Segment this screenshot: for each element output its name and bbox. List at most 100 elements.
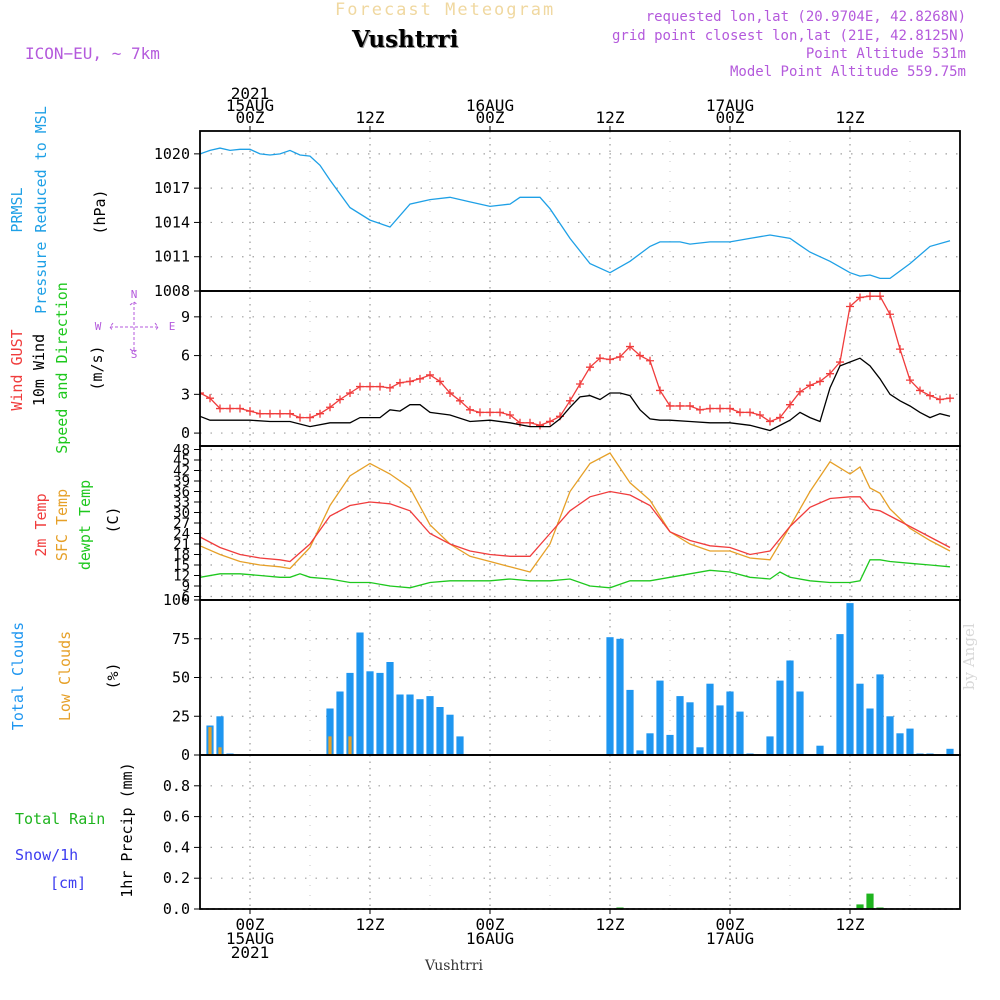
panel-frame-pressure <box>199 130 961 292</box>
bottom-time-label: 00Z <box>236 915 265 934</box>
gust-point <box>946 394 954 403</box>
gust-point <box>516 418 524 427</box>
bottom-time-label: 00Z <box>476 915 505 934</box>
compass-n: N <box>131 288 138 301</box>
y-tick-label: 0.0 <box>163 900 190 918</box>
total-cloud-bar <box>876 674 884 755</box>
gust-point <box>586 363 594 372</box>
gust-point <box>506 411 514 419</box>
total-cloud-bar <box>616 638 624 756</box>
temp-label-sfc: SFC Temp <box>53 489 71 561</box>
y-tick-label: 3 <box>181 385 190 403</box>
gust-point <box>596 354 604 363</box>
gust-point <box>896 345 904 354</box>
bottom-time-label: 2021 <box>231 943 270 962</box>
pressure-line <box>200 147 951 280</box>
total-cloud-bar <box>446 714 454 755</box>
gust-point <box>286 409 294 418</box>
low-cloud-bar <box>328 736 332 755</box>
y-tick-label: 1014 <box>154 213 190 231</box>
dewpt-line <box>200 559 951 589</box>
gust-point <box>926 391 934 400</box>
total-cloud-bar <box>766 736 774 755</box>
gust-point <box>786 400 794 409</box>
y-tick-label: 21 <box>173 537 190 553</box>
temp-series-group <box>200 452 951 589</box>
y-tick-label: 6 <box>182 590 190 606</box>
gust-point <box>336 395 344 404</box>
top-time-label: 17AUG <box>706 96 754 115</box>
total-cloud-bar <box>426 696 434 755</box>
total-cloud-bar <box>816 745 824 755</box>
gust-point <box>666 401 674 410</box>
total-cloud-bar <box>436 707 444 755</box>
pressure-label-2: Pressure Reduced to MSL <box>32 106 50 314</box>
total-cloud-bar <box>716 705 724 755</box>
gust-point <box>576 380 584 388</box>
gust-point <box>346 389 354 398</box>
y-tick-label: 15 <box>173 558 190 574</box>
bottom-time-label: 16AUG <box>466 929 514 948</box>
compass-w: W <box>95 320 102 333</box>
bottom-time-label: 12Z <box>836 915 865 934</box>
gust-point <box>296 413 304 422</box>
t2m-line <box>200 490 951 563</box>
gust-point <box>446 389 454 398</box>
y-tick-label: 1011 <box>154 248 190 266</box>
top-title: Forecast Meteogram <box>335 0 556 20</box>
gust-point <box>316 409 324 418</box>
gust-point <box>626 342 634 351</box>
gust-point <box>436 377 444 386</box>
y-tick-label: 1017 <box>154 179 190 197</box>
gust-point <box>256 409 264 418</box>
gust-point <box>916 386 924 395</box>
total-cloud-bar <box>646 733 654 755</box>
gust-point <box>736 408 744 417</box>
y-tick-label: 42 <box>173 464 190 480</box>
y-tick-label: 0.8 <box>163 777 190 795</box>
gust-point <box>526 418 534 427</box>
top-time-label: 00Z <box>476 108 505 127</box>
y-tick-label: 27 <box>173 516 190 532</box>
wind-label-10m: 10m Wind <box>30 334 48 406</box>
y-tick-label: 0 <box>181 424 190 442</box>
rain-bar <box>856 904 864 909</box>
y-tick-label: 9 <box>181 308 190 326</box>
total-cloud-bar <box>336 691 344 755</box>
point-altitude: Point Altitude 531m <box>805 46 966 62</box>
temp-label-dewpt: dewpt Temp <box>76 480 94 570</box>
y-tick-label: 18 <box>173 548 190 564</box>
total-cloud-bar <box>886 716 894 756</box>
footer-location: Vushtrri <box>425 958 483 974</box>
bottom-time-label: 12Z <box>596 915 625 934</box>
gust-point <box>726 404 734 413</box>
low-cloud-bar <box>208 727 212 755</box>
gust-point <box>846 302 854 311</box>
gust-point <box>546 417 554 426</box>
y-tick-label: 33 <box>173 495 190 511</box>
compass-rose-icon <box>109 301 159 353</box>
clouds-label-total: Total Clouds <box>9 622 27 730</box>
top-time-label: 00Z <box>236 108 265 127</box>
gust-point <box>276 409 284 418</box>
gust-point <box>796 387 804 396</box>
panel-frame-precip <box>199 754 961 910</box>
total-cloud-bar <box>606 637 614 755</box>
gust-point <box>426 370 434 379</box>
gust-point <box>906 376 914 385</box>
y-tick-label: 0.4 <box>163 838 190 856</box>
gust-point <box>456 396 464 405</box>
total-cloud-bar <box>866 708 874 755</box>
gust-point <box>746 408 754 417</box>
gust-point <box>866 292 874 301</box>
total-cloud-bar <box>346 672 354 755</box>
total-cloud-bar <box>896 733 904 755</box>
total-cloud-bar <box>416 699 424 755</box>
y-tick-label: 30 <box>173 506 190 522</box>
pressure-series-group <box>200 147 951 280</box>
gust-point <box>386 383 394 392</box>
gust-point <box>826 369 834 378</box>
total-cloud-bar <box>216 716 224 756</box>
gust-point <box>856 293 864 302</box>
gust-point <box>616 352 624 361</box>
